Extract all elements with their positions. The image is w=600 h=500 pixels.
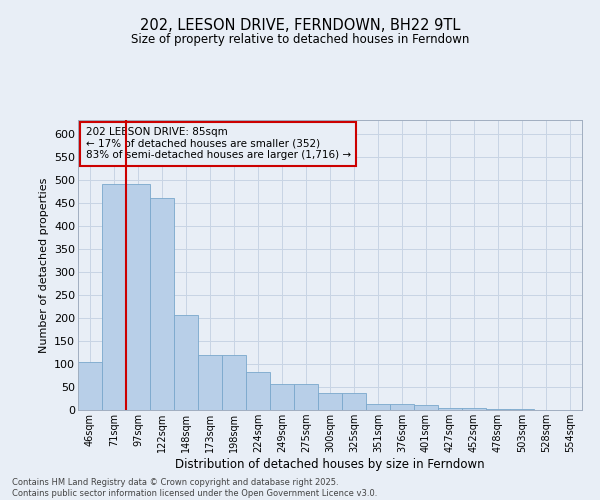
Bar xyxy=(126,184,150,410)
Bar xyxy=(150,198,174,410)
Text: Contains HM Land Registry data © Crown copyright and database right 2025.
Contai: Contains HM Land Registry data © Crown c… xyxy=(12,478,377,498)
Bar xyxy=(438,408,462,410)
Text: Size of property relative to detached houses in Ferndown: Size of property relative to detached ho… xyxy=(131,32,469,46)
Bar xyxy=(246,372,270,410)
Bar xyxy=(486,409,510,410)
Bar xyxy=(366,404,390,410)
X-axis label: Distribution of detached houses by size in Ferndown: Distribution of detached houses by size … xyxy=(175,458,485,471)
Bar xyxy=(510,409,534,410)
Bar xyxy=(102,184,126,410)
Bar xyxy=(222,355,246,410)
Bar xyxy=(174,314,198,410)
Bar xyxy=(342,392,366,410)
Bar xyxy=(294,384,318,410)
Bar xyxy=(462,408,486,410)
Y-axis label: Number of detached properties: Number of detached properties xyxy=(38,178,49,352)
Bar xyxy=(78,362,102,410)
Text: 202 LEESON DRIVE: 85sqm
← 17% of detached houses are smaller (352)
83% of semi-d: 202 LEESON DRIVE: 85sqm ← 17% of detache… xyxy=(86,127,350,160)
Bar xyxy=(318,392,342,410)
Bar xyxy=(414,406,438,410)
Bar xyxy=(270,384,294,410)
Text: 202, LEESON DRIVE, FERNDOWN, BH22 9TL: 202, LEESON DRIVE, FERNDOWN, BH22 9TL xyxy=(140,18,460,32)
Bar xyxy=(198,355,222,410)
Bar xyxy=(390,404,414,410)
